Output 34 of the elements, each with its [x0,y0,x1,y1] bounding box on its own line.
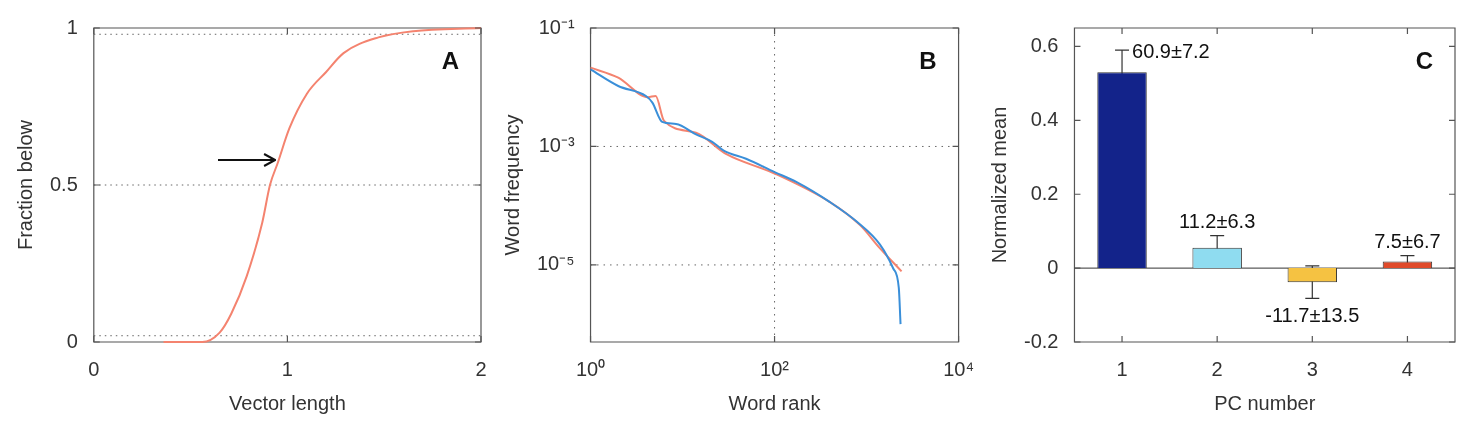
annotation: B [919,46,937,74]
x-tick-label: 4 [1401,357,1413,380]
annotation: 7.5±6.7 [1374,229,1441,252]
y-axis-title: Fraction below [13,119,36,251]
y-tick-label: 0 [1047,255,1059,278]
y-tick-label: 0.2 [1030,181,1059,204]
y-axis-title: Normalized mean [987,106,1010,264]
x-tick-label: 10² [760,357,790,380]
x-axis-title: PC number [1214,391,1316,414]
annotation: -11.7±13.5 [1265,303,1360,326]
x-axis-title: Vector length [229,391,346,414]
x-tick-label: 1 [1116,357,1128,380]
y-tick-label: 10⁻⁵ [536,252,575,275]
y-axis-title: Word frequency [500,114,523,256]
y-tick-label: 0.5 [49,172,78,195]
x-tick-label: 1 [281,357,293,380]
annotation: 60.9±7.2 [1132,39,1210,62]
y-tick-label: -0.2 [1023,329,1059,352]
x-tick-label: 2 [1211,357,1223,380]
y-tick-label: 0.4 [1030,107,1059,130]
x-axis-title: Word rank [728,391,822,414]
y-tick-label: 1 [66,15,78,38]
y-tick-label: 0.6 [1030,33,1059,56]
x-tick-label: 2 [475,357,487,380]
x-tick-label: 0 [88,357,100,380]
x-tick-label: 10⁴ [943,357,974,380]
x-tick-label: 10⁰ [575,357,606,380]
x-tick-label: 3 [1306,357,1318,380]
y-tick-label: 10⁻³ [538,133,575,156]
annotation: C [1415,46,1433,74]
y-tick-label: 10⁻¹ [538,15,575,38]
annotation: 11.2±6.3 [1179,209,1256,232]
annotation: A [441,46,459,74]
y-tick-label: 0 [66,329,78,352]
